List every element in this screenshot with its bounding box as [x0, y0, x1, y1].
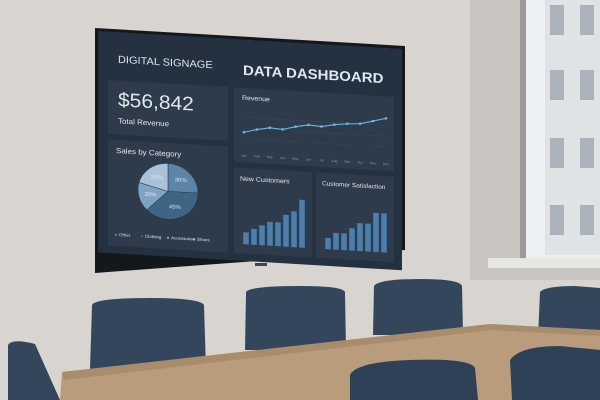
bar	[381, 213, 387, 253]
slice-label: 30%	[175, 178, 187, 184]
x-tick-label: Oct	[357, 161, 362, 165]
table-edge	[62, 324, 600, 380]
bar	[325, 237, 331, 250]
legend-label: Accessories	[171, 235, 195, 241]
bar	[341, 233, 347, 251]
grid-line	[244, 117, 386, 126]
legend-label: Other	[119, 232, 131, 238]
revenue-point	[294, 125, 298, 129]
revenue-point	[255, 128, 259, 131]
bar	[267, 221, 273, 246]
legend-dot	[140, 235, 144, 238]
window-sill	[488, 258, 600, 268]
slice-label: 45%	[169, 205, 181, 211]
brand: DIGITAL SIGNAGE	[118, 54, 213, 71]
window-frame	[520, 0, 526, 265]
legend-dot	[192, 238, 196, 241]
x-tick-label: Jun	[306, 157, 312, 161]
revenue-point	[307, 123, 310, 127]
x-tick-label: Dec	[383, 162, 390, 166]
bar	[373, 212, 379, 253]
card-title: Sales by Category	[116, 146, 181, 159]
revenue-point	[358, 122, 362, 126]
legend-label: Clothing	[145, 234, 162, 240]
bar	[243, 232, 249, 245]
legend-dot	[114, 233, 118, 236]
card-title: New Customers	[240, 176, 290, 186]
revenue-point	[281, 128, 285, 131]
bar	[299, 199, 305, 248]
x-tick-label: Aug	[331, 159, 337, 163]
bar	[349, 228, 355, 251]
pie-slice	[146, 191, 199, 220]
x-tick-label: Jan	[241, 154, 247, 158]
pie-slice	[138, 163, 169, 192]
x-tick-label: Jul	[319, 158, 324, 162]
grid-line	[244, 138, 386, 148]
x-tick-label: Mar	[267, 155, 274, 159]
kpi-value: $56,842	[118, 90, 194, 116]
bar	[283, 214, 289, 247]
screen-led	[255, 263, 267, 266]
building-windows	[550, 5, 594, 235]
legend-label: Shoes	[197, 237, 210, 243]
bar	[365, 223, 371, 252]
slice-label: 20%	[145, 192, 157, 198]
bar	[251, 228, 257, 245]
x-tick-label: Feb	[254, 154, 260, 158]
bar	[357, 222, 363, 252]
revenue-point	[268, 126, 272, 130]
bar	[333, 232, 339, 250]
revenue-point	[345, 122, 349, 126]
revenue-line	[243, 117, 387, 133]
x-tick-label: Nov	[370, 161, 377, 165]
revenue-point	[332, 123, 336, 127]
revenue-point	[384, 117, 388, 120]
chairs	[8, 279, 600, 400]
grid-line	[244, 127, 386, 137]
card	[108, 79, 228, 141]
card-title: Revenue	[242, 95, 270, 103]
slice-label: 25%	[151, 175, 163, 181]
kpi-label: Total Revenue	[118, 117, 169, 129]
card	[234, 87, 394, 172]
x-tick-label: Sep	[344, 160, 350, 164]
dashboard: DIGITAL SIGNAGE DATA DASHBOARD $56,842 T…	[98, 31, 402, 271]
bar	[275, 222, 281, 247]
x-tick-label: May	[292, 157, 299, 161]
revenue-point	[371, 119, 375, 123]
pie-slice	[167, 163, 199, 194]
x-tick-label: Apr	[280, 156, 286, 160]
front-chairs	[350, 346, 600, 400]
revenue-point	[242, 130, 246, 134]
revenue-point	[320, 125, 323, 128]
card-title: Customer Satisfaction	[322, 180, 386, 191]
bar	[291, 211, 297, 248]
legend-dot	[166, 236, 170, 239]
bar	[259, 225, 265, 246]
